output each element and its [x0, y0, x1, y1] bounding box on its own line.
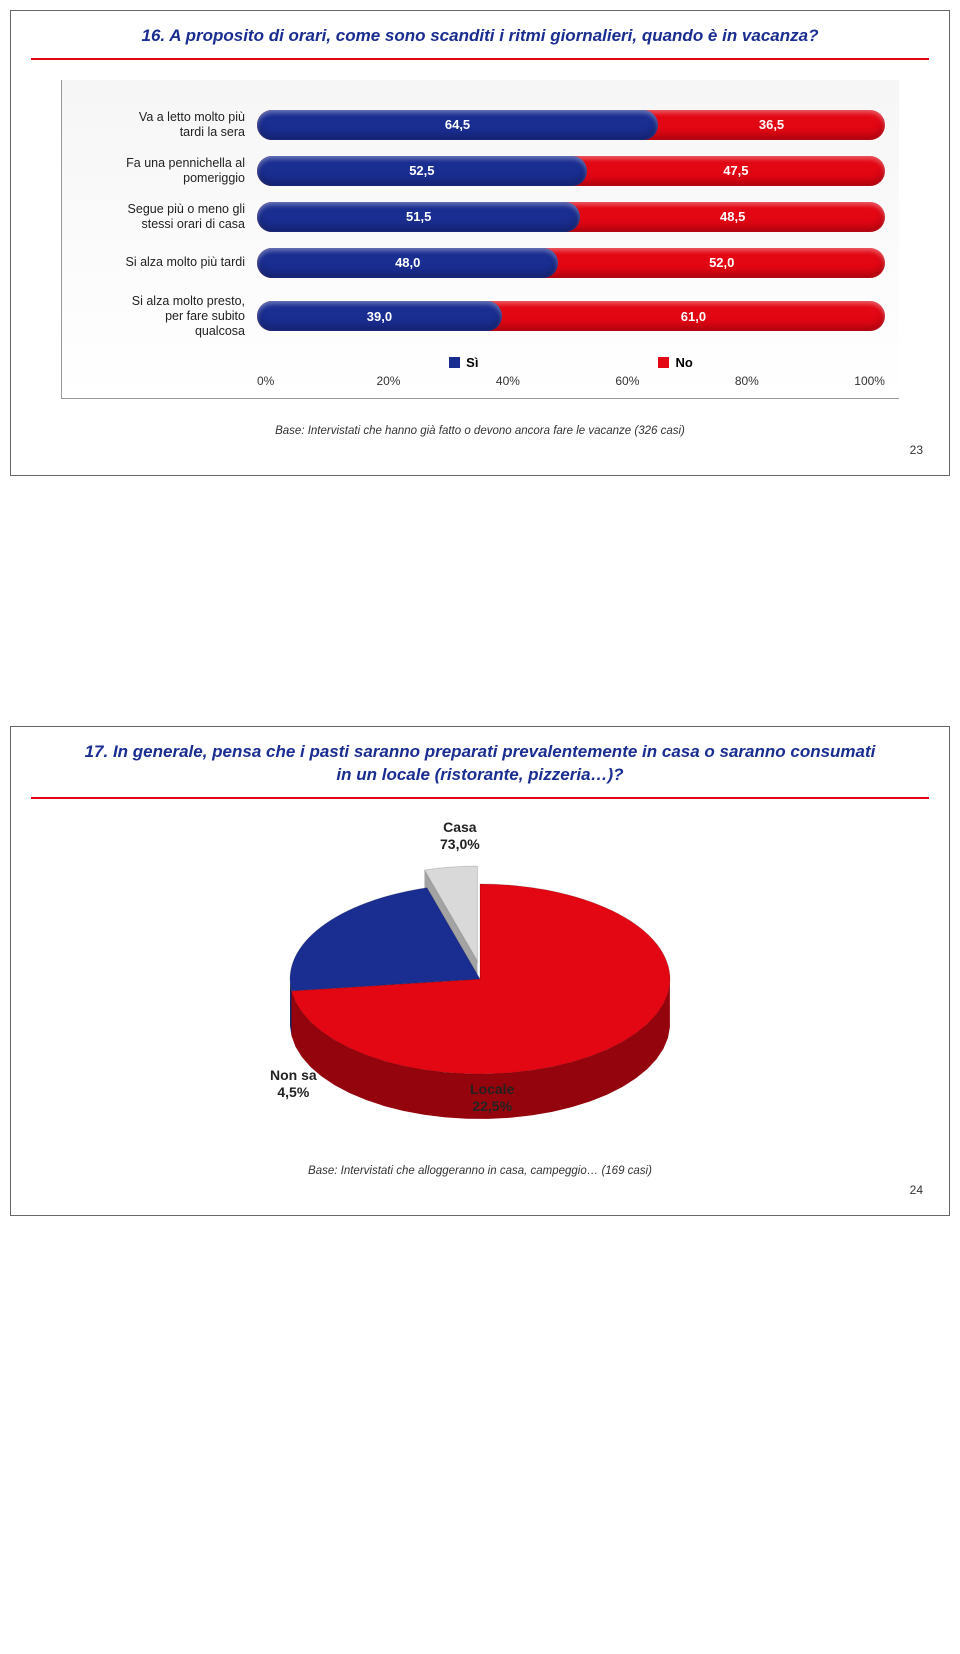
page-number-23: 23 — [31, 443, 929, 457]
page-number-24: 24 — [31, 1183, 929, 1197]
bar-row: Si alza molto presto, per fare subito qu… — [62, 294, 885, 339]
footnote-q17: Base: Intervistati che alloggeranno in c… — [31, 1165, 929, 1177]
bar-row: Va a letto molto più tardi la sera36,564… — [62, 110, 885, 140]
axis-tick: 60% — [615, 374, 734, 388]
axis-tick: 0% — [257, 374, 376, 388]
axis-tick: 40% — [496, 374, 615, 388]
title-rule — [31, 58, 929, 60]
bar-seg-si: 64,5 — [257, 110, 658, 140]
pie-label-casa: Casa 73,0% — [440, 819, 480, 854]
bar-seg-si: 52,5 — [257, 156, 587, 186]
bar-row: Si alza molto più tardi52,048,0 — [62, 248, 885, 278]
x-axis: 0%20%40%60%80%100% — [257, 374, 885, 388]
legend-no: No — [658, 355, 692, 370]
bar-row-label: Va a letto molto più tardi la sera — [62, 110, 257, 140]
bar-row: Fa una pennichella al pomeriggio47,552,5 — [62, 156, 885, 186]
title-q17: 17. In generale, pensa che i pasti saran… — [31, 737, 929, 797]
panel-q17: 17. In generale, pensa che i pasti saran… — [10, 726, 950, 1216]
bar-row-label: Fa una pennichella al pomeriggio — [62, 156, 257, 186]
legend-no-label: No — [675, 355, 692, 370]
bar-seg-si: 39,0 — [257, 301, 502, 331]
title-rule — [31, 797, 929, 799]
title-q16: 16. A proposito di orari, come sono scan… — [31, 21, 929, 58]
pie-label-locale: Locale 22,5% — [470, 1081, 514, 1116]
footnote-q16: Base: Intervistati che hanno già fatto o… — [31, 425, 929, 437]
axis-tick: 100% — [854, 374, 885, 388]
bar-track: 48,551,5 — [257, 202, 885, 232]
axis-tick: 80% — [735, 374, 854, 388]
bar-track: 61,039,0 — [257, 301, 885, 331]
bar-track: 36,564,5 — [257, 110, 885, 140]
bar-row: Segue più o meno gli stessi orari di cas… — [62, 202, 885, 232]
bar-row-label: Si alza molto presto, per fare subito qu… — [62, 294, 257, 339]
bar-chart: Va a letto molto più tardi la sera36,564… — [61, 80, 899, 399]
bar-seg-si: 48,0 — [257, 248, 558, 278]
pie-chart: Casa 73,0% Non sa 4,5% Locale 22,5% — [230, 819, 730, 1139]
legend-si: Sì — [449, 355, 478, 370]
bar-track: 47,552,5 — [257, 156, 885, 186]
pie-label-nonsa: Non sa 4,5% — [270, 1067, 317, 1102]
bar-seg-si: 51,5 — [257, 202, 580, 232]
bar-row-label: Si alza molto più tardi — [62, 255, 257, 270]
bar-row-label: Segue più o meno gli stessi orari di cas… — [62, 202, 257, 232]
bar-track: 52,048,0 — [257, 248, 885, 278]
legend: Sì No — [257, 355, 885, 370]
legend-si-label: Sì — [466, 355, 478, 370]
panel-q16: 16. A proposito di orari, come sono scan… — [10, 10, 950, 476]
axis-tick: 20% — [376, 374, 495, 388]
